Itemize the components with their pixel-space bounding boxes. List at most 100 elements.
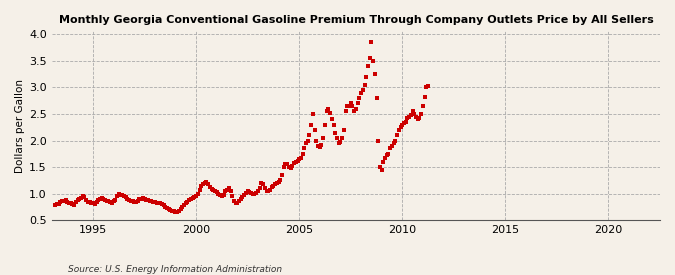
Point — [107, 201, 117, 205]
Point — [129, 200, 140, 204]
Point — [206, 187, 217, 191]
Point — [86, 201, 97, 205]
Point — [127, 199, 138, 204]
Point — [221, 187, 232, 192]
Point — [280, 162, 291, 167]
Point — [167, 209, 178, 213]
Point — [285, 166, 296, 170]
Point — [151, 201, 162, 205]
Point — [163, 207, 174, 211]
Point — [296, 155, 306, 160]
Point — [308, 112, 319, 116]
Point — [65, 201, 76, 205]
Point — [189, 195, 200, 199]
Point — [339, 128, 350, 132]
Point — [130, 200, 141, 205]
Point — [230, 201, 241, 205]
Point — [146, 199, 157, 204]
Point — [396, 125, 406, 130]
Point — [153, 201, 164, 205]
Point — [297, 152, 308, 156]
Point — [82, 200, 93, 204]
Point — [306, 122, 317, 127]
Point — [299, 146, 310, 151]
Point — [323, 106, 334, 111]
Point — [361, 75, 372, 79]
Point — [180, 201, 191, 205]
Point — [347, 104, 358, 108]
Point — [57, 199, 68, 204]
Point — [184, 198, 194, 202]
Point — [364, 56, 375, 60]
Point — [234, 199, 244, 204]
Point — [289, 161, 300, 165]
Point — [315, 145, 325, 149]
Point — [155, 201, 165, 205]
Point — [91, 200, 102, 204]
Point — [69, 203, 80, 207]
Point — [244, 190, 254, 194]
Point — [240, 191, 251, 195]
Point — [148, 200, 159, 204]
Point — [397, 122, 408, 127]
Point — [170, 210, 181, 214]
Point — [380, 155, 391, 160]
Point — [122, 197, 133, 201]
Point — [251, 191, 262, 195]
Point — [84, 200, 95, 205]
Point — [369, 72, 380, 76]
Point — [132, 199, 143, 203]
Point — [117, 193, 128, 197]
Point — [53, 202, 64, 206]
Point — [349, 109, 360, 113]
Point — [201, 180, 212, 184]
Point — [318, 136, 329, 140]
Point — [357, 88, 368, 92]
Point — [268, 184, 279, 188]
Point — [225, 189, 236, 193]
Point — [177, 205, 188, 209]
Point — [192, 192, 203, 196]
Point — [105, 200, 115, 205]
Point — [237, 195, 248, 199]
Point — [267, 185, 277, 189]
Text: Source: U.S. Energy Information Administration: Source: U.S. Energy Information Administ… — [68, 265, 281, 274]
Point — [287, 164, 298, 168]
Point — [277, 173, 288, 177]
Point — [211, 190, 222, 194]
Point — [157, 202, 167, 207]
Point — [340, 109, 351, 113]
Point — [321, 109, 332, 113]
Point — [215, 192, 225, 197]
Point — [173, 209, 184, 213]
Point — [110, 197, 121, 202]
Point — [138, 196, 148, 200]
Point — [292, 159, 303, 163]
Point — [217, 194, 227, 199]
Point — [198, 182, 209, 186]
Point — [407, 109, 418, 113]
Point — [311, 138, 322, 143]
Point — [366, 40, 377, 44]
Point — [249, 192, 260, 196]
Point — [356, 90, 367, 95]
Point — [300, 141, 311, 145]
Point — [335, 139, 346, 144]
Point — [421, 85, 432, 89]
Point — [294, 157, 304, 161]
Point — [232, 201, 243, 205]
Point — [344, 104, 354, 108]
Point — [416, 112, 427, 116]
Point — [179, 203, 190, 208]
Point — [418, 104, 429, 108]
Point — [134, 197, 145, 201]
Point — [108, 199, 119, 204]
Point — [228, 199, 239, 203]
Point — [70, 200, 81, 205]
Point — [423, 84, 433, 88]
Point — [327, 117, 338, 121]
Point — [368, 58, 379, 63]
Point — [92, 198, 103, 202]
Point — [236, 197, 246, 201]
Point — [171, 210, 182, 214]
